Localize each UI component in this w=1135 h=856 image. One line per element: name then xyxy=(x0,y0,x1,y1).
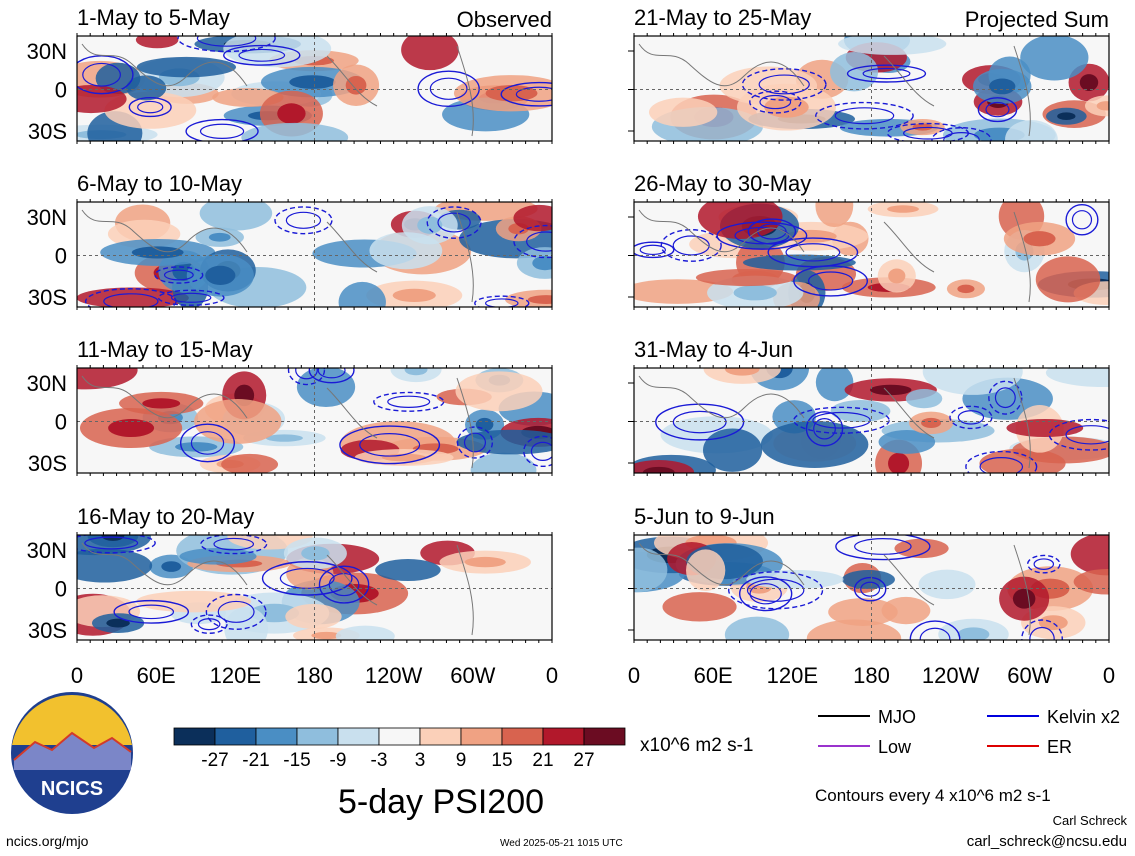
colorbar-swatch xyxy=(337,727,380,746)
map-panel: 30N 0 30S 11-May to 15-May xyxy=(27,337,553,476)
tick-label-lat: 0 xyxy=(55,244,67,269)
legend-label: Low xyxy=(878,737,912,757)
tick-label-lat: 0 xyxy=(55,78,67,103)
tick-label-lat: 30N xyxy=(27,538,67,563)
colorbar-swatch xyxy=(501,727,544,746)
colorbar-label: -27 xyxy=(201,750,228,771)
tick-label-lat: 30N xyxy=(27,371,67,396)
column-header: Projected Sum xyxy=(965,7,1109,32)
site-link[interactable]: ncics.org/mjo xyxy=(6,833,89,849)
tick-label-lon: 60E xyxy=(137,663,176,688)
tick-label-lon: 0 xyxy=(628,663,640,688)
panel-title: 21-May to 25-May xyxy=(634,5,811,30)
legend-label: MJO xyxy=(878,707,916,727)
tick-label-lon: 0 xyxy=(546,663,558,688)
author: Carl Schreck xyxy=(1052,813,1127,828)
tick-label-lon: 60W xyxy=(450,663,495,688)
panel-title: 1-May to 5-May xyxy=(77,5,230,30)
panel-title: 5-Jun to 9-Jun xyxy=(634,504,775,529)
author-email[interactable]: carl_schreck@ncsu.edu xyxy=(966,833,1127,850)
tick-label-lon: 0 xyxy=(1103,663,1115,688)
map-panel: 30N 0 30S 1-May to 5-May Observed xyxy=(27,5,553,144)
legend-label: ER xyxy=(1047,737,1072,757)
colorbar-label: 21 xyxy=(532,750,553,771)
colorbar-swatch xyxy=(296,727,339,746)
colorbar-label: 15 xyxy=(491,750,512,771)
tick-label-lat: 30N xyxy=(27,39,67,64)
column-header: Observed xyxy=(457,7,552,32)
tick-label-lat: 30S xyxy=(28,119,67,144)
ncics-logo: NCICS xyxy=(11,692,133,814)
panel-title: 16-May to 20-May xyxy=(77,504,254,529)
colorbar-label: -15 xyxy=(283,750,310,771)
timestamp: Wed 2025-05-21 1015 UTC xyxy=(500,838,623,849)
colorbar-swatch xyxy=(419,727,462,746)
colorbar-label: 9 xyxy=(456,750,467,771)
tick-label-lon: 60W xyxy=(1007,663,1052,688)
colorbar-label: 27 xyxy=(573,750,594,771)
colorbar-swatch xyxy=(583,727,626,746)
map-panel: 26-May to 30-May xyxy=(628,171,1110,310)
colorbar-swatch xyxy=(460,727,503,746)
colorbar-swatch xyxy=(173,727,216,746)
panel-title: 26-May to 30-May xyxy=(634,171,811,196)
panel-title: 11-May to 15-May xyxy=(77,337,253,362)
map-panel: 30N 0 30S 6-May to 10-May xyxy=(27,171,553,310)
map-panel: 30N 0 30S 16-May to 20-May xyxy=(27,504,553,643)
colorbar-label: -9 xyxy=(330,750,347,771)
tick-label-lon: 120E xyxy=(767,663,818,688)
figure-title: 5-day PSI200 xyxy=(338,783,545,821)
tick-label-lon: 120W xyxy=(922,663,980,688)
tick-label-lon: 120E xyxy=(210,663,261,688)
tick-label-lat: 30S xyxy=(28,618,67,643)
legend-label: Kelvin x2 xyxy=(1047,707,1120,727)
tick-label-lon: 180 xyxy=(296,663,333,688)
tick-label-lat: 0 xyxy=(55,577,67,602)
tick-label-lon: 180 xyxy=(853,663,890,688)
tick-label-lat: 30N xyxy=(27,205,67,230)
legend: MJO Kelvin x2 Low ER xyxy=(818,707,1120,757)
contour-note: Contours every 4 x10^6 m2 s-1 xyxy=(815,786,1051,805)
map-panel: 5-Jun to 9-Jun xyxy=(628,504,1110,643)
panel-title: 6-May to 10-May xyxy=(77,171,242,196)
tick-label-lat: 30S xyxy=(28,285,67,310)
colorbar-swatch xyxy=(542,727,585,746)
tick-label-lon: 0 xyxy=(71,663,83,688)
colorbar-label: -3 xyxy=(371,750,388,771)
map-panel: 21-May to 25-May Projected Sum xyxy=(628,5,1110,144)
tick-label-lon: 120W xyxy=(365,663,423,688)
colorbar: -27 -21 -15 -9 -3 3 9 15 21 27 xyxy=(173,727,626,771)
colorbar-swatch xyxy=(214,727,257,746)
colorbar-label: -21 xyxy=(242,750,269,771)
tick-label-lon: 60E xyxy=(694,663,733,688)
colorbar-swatch xyxy=(255,727,298,746)
map-panel: 31-May to 4-Jun xyxy=(628,337,1110,476)
tick-label-lat: 0 xyxy=(55,410,67,435)
logo-text: NCICS xyxy=(41,778,103,800)
panel-title: 31-May to 4-Jun xyxy=(634,337,793,362)
units-label: x10^6 m2 s-1 xyxy=(640,735,754,756)
colorbar-label: 3 xyxy=(415,750,426,771)
colorbar-swatch xyxy=(378,727,421,746)
tick-label-lat: 30S xyxy=(28,451,67,476)
